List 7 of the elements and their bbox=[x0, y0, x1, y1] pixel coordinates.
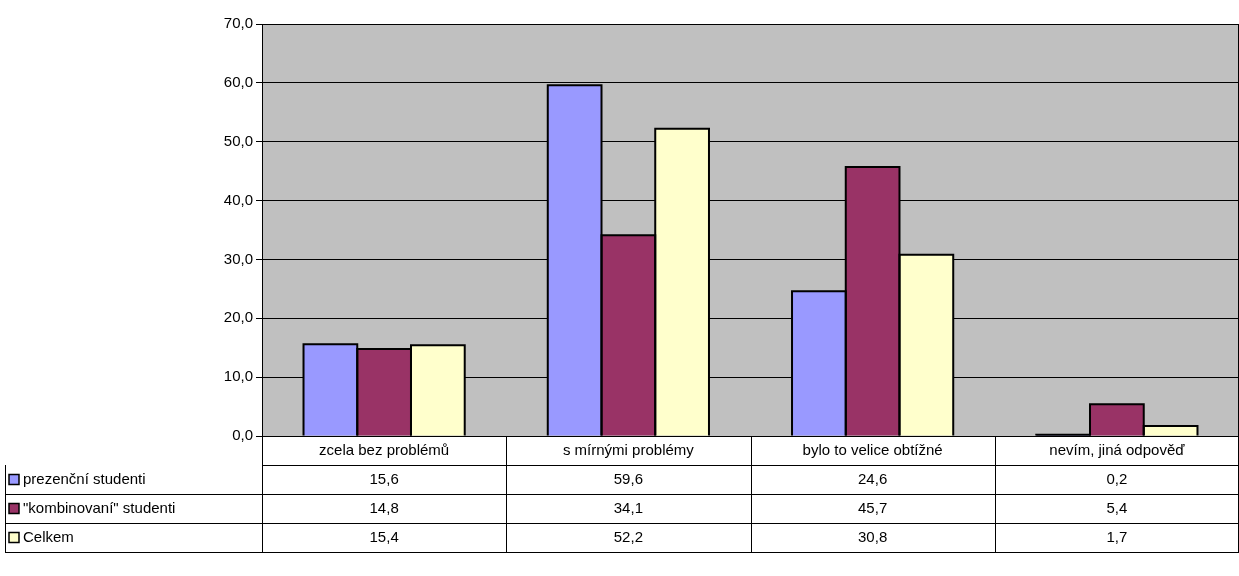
y-tick-label: 50,0 bbox=[223, 131, 253, 149]
y-tick-label: 60,0 bbox=[223, 73, 253, 90]
y-tick-label: 40,0 bbox=[223, 190, 253, 208]
y-tick-label: 70,0 bbox=[223, 14, 253, 32]
y-tick-label: 20,0 bbox=[223, 308, 253, 326]
y-tick-label: 10,0 bbox=[223, 367, 253, 385]
y-tick-label: 30,0 bbox=[223, 249, 253, 267]
